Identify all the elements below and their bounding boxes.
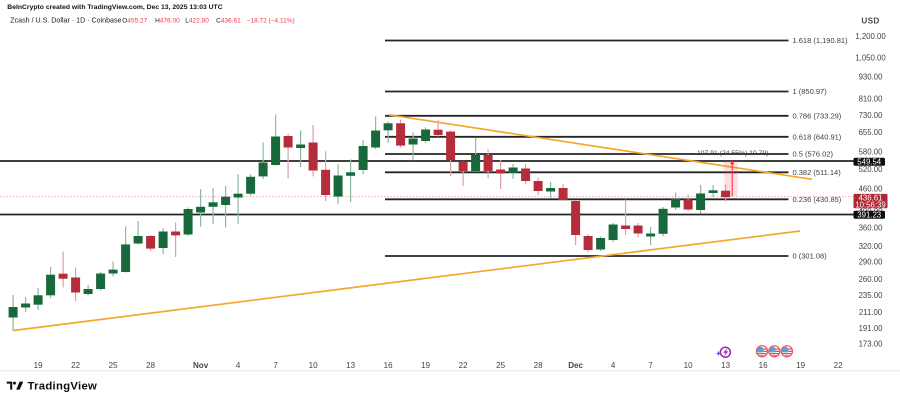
svg-text:1,200.00: 1,200.00 (855, 32, 886, 41)
svg-text:7: 7 (648, 361, 653, 370)
svg-text:436.61: 436.61 (859, 194, 883, 203)
svg-text:Dec: Dec (568, 361, 583, 370)
svg-text:25: 25 (109, 361, 118, 370)
svg-text:13: 13 (721, 361, 730, 370)
svg-text:22: 22 (71, 361, 80, 370)
svg-text:1 (850.97): 1 (850.97) (793, 87, 828, 96)
svg-text:10: 10 (684, 361, 693, 370)
svg-text:L422.80: L422.80 (185, 18, 209, 25)
svg-text:930.00: 930.00 (859, 73, 884, 82)
svg-text:655.00: 655.00 (859, 128, 884, 137)
svg-text:520.00: 520.00 (859, 165, 884, 174)
svg-text:0 (301.08): 0 (301.08) (793, 252, 828, 261)
svg-text:25: 25 (496, 361, 505, 370)
svg-text:460.00: 460.00 (859, 184, 884, 193)
svg-text:0.236 (430.85): 0.236 (430.85) (793, 195, 842, 204)
svg-text:1.618 (1,190.81): 1.618 (1,190.81) (793, 36, 849, 45)
svg-text:19: 19 (34, 361, 43, 370)
svg-text:290.00: 290.00 (859, 258, 884, 267)
svg-text:810.00: 810.00 (859, 95, 884, 104)
svg-text:0.786 (733.29): 0.786 (733.29) (793, 111, 842, 120)
svg-text:H476.00: H476.00 (155, 18, 180, 25)
svg-text:16: 16 (759, 361, 768, 370)
svg-text:235.00: 235.00 (859, 291, 884, 300)
svg-text:4: 4 (611, 361, 616, 370)
svg-text:10: 10 (309, 361, 318, 370)
svg-text:Zcash / U.S. Dollar · 1D · Coi: Zcash / U.S. Dollar · 1D · Coinbase (10, 17, 121, 25)
svg-text:549.54: 549.54 (857, 157, 882, 166)
svg-text:0.5 (576.02): 0.5 (576.02) (793, 150, 834, 159)
svg-text:173.00: 173.00 (859, 340, 884, 349)
svg-text:22: 22 (459, 361, 468, 370)
svg-text:260.00: 260.00 (859, 275, 884, 284)
svg-text:0.382 (511.14): 0.382 (511.14) (793, 168, 842, 177)
svg-text:0.618 (640.91): 0.618 (640.91) (793, 132, 842, 141)
svg-text:4: 4 (236, 361, 241, 370)
svg-text:19: 19 (421, 361, 430, 370)
svg-text:22: 22 (834, 361, 843, 370)
svg-text:211.00: 211.00 (859, 308, 883, 317)
svg-text:360.00: 360.00 (859, 223, 884, 232)
svg-text:10:56:39: 10:56:39 (855, 201, 885, 210)
svg-text:Nov: Nov (193, 361, 209, 370)
svg-text:BeInCrypto created with Tradin: BeInCrypto created with TradingView.com,… (7, 4, 222, 11)
svg-text:O455.27: O455.27 (122, 18, 147, 25)
svg-text:28: 28 (534, 361, 543, 370)
svg-text:−18.72 (−4.11%): −18.72 (−4.11%) (247, 18, 295, 25)
svg-text:391.23: 391.23 (857, 210, 881, 219)
svg-text:16: 16 (384, 361, 393, 370)
svg-text:28: 28 (146, 361, 155, 370)
svg-text:320.00: 320.00 (859, 242, 884, 251)
svg-text:USD: USD (861, 16, 879, 25)
svg-text:C436.61: C436.61 (216, 18, 241, 25)
svg-text:7: 7 (273, 361, 278, 370)
svg-text:191.00: 191.00 (859, 324, 884, 333)
svg-text:13: 13 (346, 361, 355, 370)
svg-text:730.00: 730.00 (859, 111, 884, 120)
svg-text:1,050.00: 1,050.00 (855, 53, 886, 62)
svg-text:TradingView: TradingView (28, 380, 98, 392)
svg-text:19: 19 (796, 361, 805, 370)
svg-text:580.00: 580.00 (859, 148, 884, 157)
svg-text:107.91 (24.55%) 10.79): 107.91 (24.55%) 10.79) (697, 150, 768, 157)
